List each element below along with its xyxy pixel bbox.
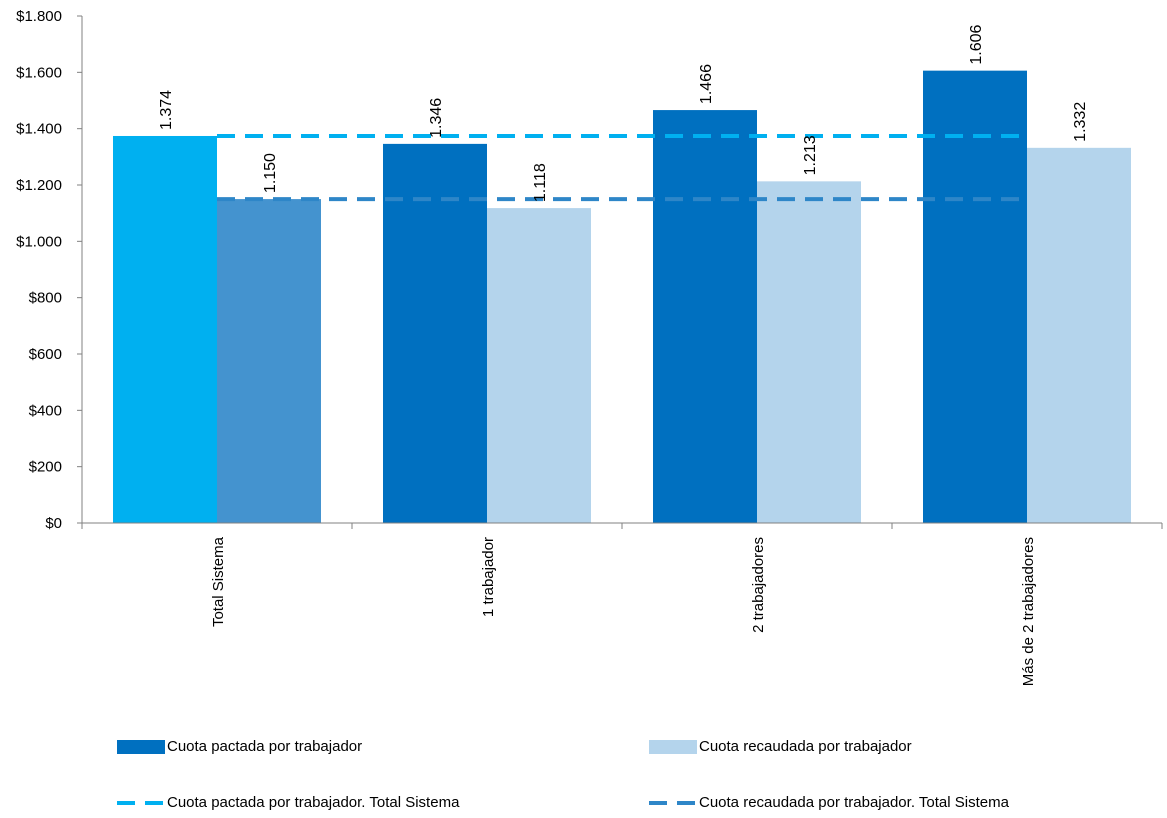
legend-label-recaudada-total: Cuota recaudada por trabajador. Total Si… — [699, 794, 1009, 811]
bars — [113, 70, 1131, 524]
legend-item-pactada-total: Cuota pactada por trabajador. Total Sist… — [117, 794, 459, 811]
legend-item-recaudada-total: Cuota recaudada por trabajador. Total Si… — [649, 794, 1009, 811]
legend-label-pactada: Cuota pactada por trabajador — [167, 738, 363, 755]
legend-item-pactada: Cuota pactada por trabajador — [117, 738, 362, 755]
legend-label-pactada-total: Cuota pactada por trabajador. Total Sist… — [167, 794, 460, 811]
y-tick-label: $1.000 — [16, 233, 62, 250]
y-tick-label: $200 — [29, 459, 62, 476]
y-axis: $0 $200 $400 $600 $800 $1.000 $1.200 $1.400 $1.6… — [16, 8, 83, 532]
y-tick-label: $800 — [29, 290, 62, 307]
x-tick-label: 2 trabajadores — [750, 537, 767, 633]
bar-labels: 1.374 1.150 1.346 1.118 1.466 1.213 1.606 1.332 — [158, 25, 1089, 203]
bar — [757, 181, 861, 524]
bar — [487, 208, 591, 523]
y-tick-label: $400 — [29, 402, 62, 419]
y-tick-label: $0 — [45, 515, 62, 532]
y-tick-label: $1.800 — [16, 8, 62, 25]
bar-value-label: 1.118 — [532, 163, 549, 202]
bar — [217, 199, 321, 524]
x-tick-label: Más de 2 trabajadores — [1020, 537, 1037, 686]
x-tick-label: Total Sistema — [210, 536, 227, 627]
bar — [1027, 147, 1131, 523]
bar-value-label: 1.466 — [698, 64, 715, 104]
x-tick-label: 1 trabajador — [480, 537, 497, 617]
y-tick-label: $1.200 — [16, 177, 62, 194]
bar-value-label: 1.606 — [968, 25, 985, 65]
bar-value-label: 1.346 — [428, 98, 445, 138]
legend-dash-pactada-total — [117, 800, 165, 805]
reference-lines — [217, 133, 1027, 202]
bar-value-label: 1.150 — [262, 153, 279, 193]
bar — [383, 143, 487, 524]
legend-dash-recaudada-total — [649, 800, 697, 805]
bar — [653, 110, 757, 524]
y-tick-label: $1.600 — [16, 64, 62, 81]
y-tick-label: $1.400 — [16, 121, 62, 138]
legend-item-recaudada: Cuota recaudada por trabajador — [649, 738, 912, 755]
bar-value-label: 1.374 — [158, 90, 175, 130]
bar — [923, 70, 1027, 523]
bar-value-label: 1.332 — [1072, 102, 1089, 142]
bar — [113, 135, 217, 524]
y-tick-label: $600 — [29, 346, 62, 363]
legend-swatch-pactada — [117, 739, 165, 754]
x-axis: Total Sistema 1 trabajador 2 trabajadores M… — [81, 522, 1163, 686]
bar-value-label: 1.213 — [802, 135, 819, 175]
legend-swatch-recaudada — [649, 739, 697, 754]
legend-label-recaudada: Cuota recaudada por trabajador — [699, 738, 912, 755]
